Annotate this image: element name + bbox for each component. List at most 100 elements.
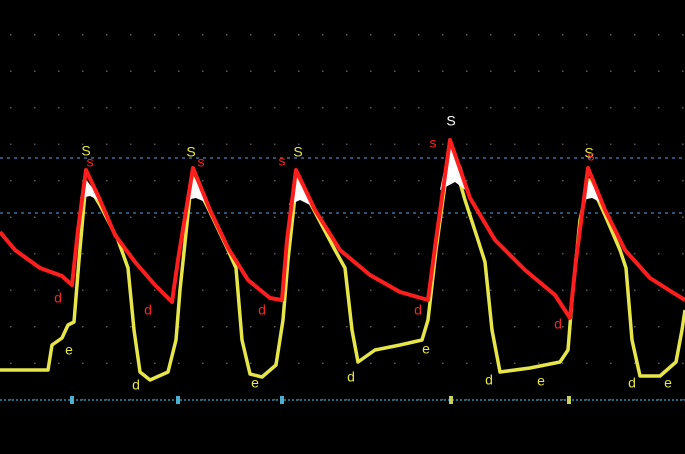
grid-dot [514, 362, 516, 364]
grid-dot [442, 326, 444, 328]
grid-dot [154, 253, 156, 255]
grid-dot [562, 326, 564, 328]
grid-dot [418, 326, 420, 328]
grid-dot [538, 216, 540, 218]
grid-dot [394, 107, 396, 109]
waveform-label: d [132, 377, 140, 393]
grid-dot [634, 399, 636, 401]
grid-dot [10, 180, 12, 182]
grid-dot [202, 34, 204, 36]
grid-dot [442, 107, 444, 109]
grid-dot [274, 107, 276, 109]
grid-dot [514, 253, 516, 255]
grid-dot [490, 253, 492, 255]
waveform-label: S [293, 144, 302, 160]
grid-dot [682, 362, 684, 364]
grid-dot [634, 326, 636, 328]
grid-dot [250, 399, 252, 401]
grid-dot [586, 326, 588, 328]
grid-dot [682, 253, 684, 255]
grid-dot [34, 399, 36, 401]
grid-dot [34, 326, 36, 328]
grid-dot [610, 107, 612, 109]
grid-dot [106, 399, 108, 401]
grid-dot [394, 70, 396, 72]
grid-dot [226, 253, 228, 255]
grid-dot [10, 362, 12, 364]
grid-dot [490, 34, 492, 36]
grid-dot [202, 107, 204, 109]
grid-dot [346, 216, 348, 218]
grid-dot [178, 362, 180, 364]
grid-dot [538, 180, 540, 182]
grid-dot [610, 34, 612, 36]
grid-dot [370, 399, 372, 401]
grid-dot [10, 399, 12, 401]
grid-dot [58, 289, 60, 291]
grid-dot [466, 362, 468, 364]
grid-dot [10, 289, 12, 291]
grid-dot [538, 253, 540, 255]
grid-dot [370, 289, 372, 291]
white-peak [440, 140, 468, 192]
grid-dot [466, 107, 468, 109]
grid-dot [130, 180, 132, 182]
grid-dot [562, 34, 564, 36]
grid-dot [634, 70, 636, 72]
grid-dot [418, 216, 420, 218]
grid-dot [586, 70, 588, 72]
grid-dot [538, 70, 540, 72]
grid-dot [34, 180, 36, 182]
grid-dot [394, 216, 396, 218]
grid-dot [106, 143, 108, 145]
grid-dot [682, 34, 684, 36]
waveform-label: d [554, 316, 562, 332]
grid-dot [658, 70, 660, 72]
grid-dot [106, 107, 108, 109]
grid-dot [202, 70, 204, 72]
grid-dot [178, 107, 180, 109]
grid-dot [562, 362, 564, 364]
waveform-label: d [258, 302, 266, 318]
grid-dot [34, 107, 36, 109]
marker [70, 396, 74, 404]
grid-dot [82, 399, 84, 401]
grid-dot [130, 107, 132, 109]
grid-dot [298, 216, 300, 218]
grid-dot [298, 399, 300, 401]
grid-dot [346, 107, 348, 109]
grid-dot [322, 289, 324, 291]
grid-dot [490, 362, 492, 364]
grid-dot [682, 399, 684, 401]
grid-dot [394, 399, 396, 401]
grid-dot [250, 70, 252, 72]
grid-dot [298, 253, 300, 255]
grid-dot [514, 70, 516, 72]
grid-dot [322, 180, 324, 182]
grid-dot [466, 70, 468, 72]
grid-dot [490, 143, 492, 145]
grid-dot [586, 34, 588, 36]
grid-dot [682, 289, 684, 291]
grid-dot [202, 326, 204, 328]
grid-dot [274, 34, 276, 36]
waveform-label: d [628, 375, 636, 391]
grid-dot [178, 70, 180, 72]
grid-dot [538, 34, 540, 36]
waveform-label: e [251, 375, 259, 391]
grid-dot [178, 143, 180, 145]
grid-dot [418, 253, 420, 255]
grid-dot [586, 399, 588, 401]
grid-dot [514, 326, 516, 328]
grid-dot [154, 180, 156, 182]
grid-dot [178, 180, 180, 182]
grid-dot [514, 34, 516, 36]
grid-dot [298, 326, 300, 328]
dot-grid [10, 34, 684, 401]
waveform-label: d [54, 290, 62, 306]
grid-dot [370, 34, 372, 36]
grid-dot [514, 289, 516, 291]
grid-dot [226, 216, 228, 218]
grid-dot [346, 143, 348, 145]
grid-dot [322, 34, 324, 36]
